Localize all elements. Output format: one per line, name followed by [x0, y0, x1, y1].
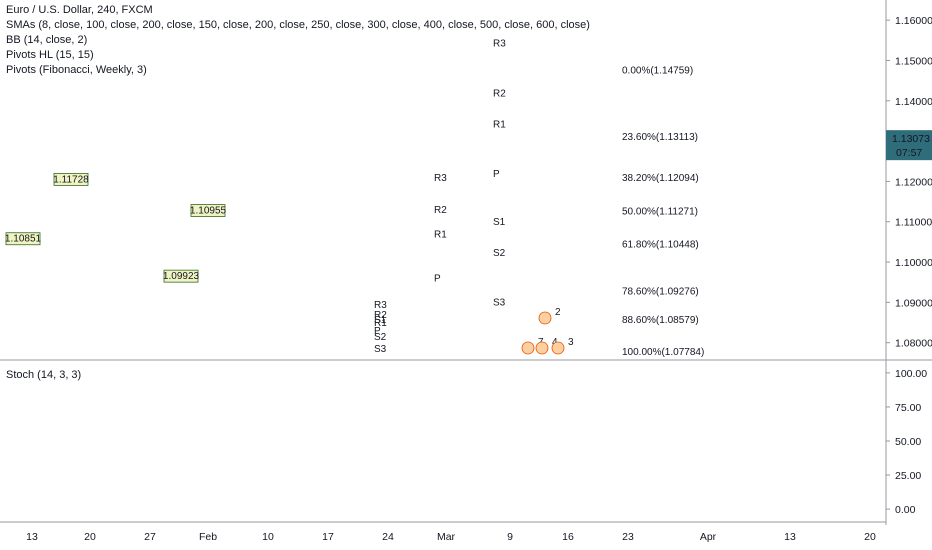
- pivot-hl-label: 1.09923: [163, 271, 200, 282]
- current-price-label: 1.13073: [892, 133, 930, 145]
- candle-countdown-label: 07:57: [896, 147, 922, 159]
- bb-indicator-label[interactable]: BB (14, close, 2): [6, 33, 590, 48]
- event-marker-icon: [522, 342, 534, 354]
- pivot-hl-label: 1.10955: [190, 206, 227, 217]
- pivot-level-label: P: [493, 169, 500, 180]
- pivot-level-label: P: [434, 274, 441, 285]
- price-axis-label: 1.15000: [895, 55, 932, 67]
- stoch-axis-label: 100.00: [895, 368, 927, 380]
- chart-legend: Euro / U.S. Dollar, 240, FXCM SMAs (8, c…: [6, 3, 590, 78]
- pivot-level-label: R3: [434, 173, 447, 184]
- time-axis-label: 16: [562, 531, 574, 543]
- event-marker-count: 2: [555, 307, 561, 318]
- pivot-level-label: R1: [434, 229, 447, 240]
- event-marker-count: 3: [568, 337, 574, 348]
- price-axis-label: 1.14000: [895, 96, 932, 108]
- pivot-level-label: R2: [434, 205, 447, 216]
- time-axis-label: 17: [322, 531, 334, 543]
- fib-level-label: 0.00%(1.14759): [622, 66, 693, 77]
- stoch-axis-label: 25.00: [895, 470, 921, 482]
- pivot-level-label: S3: [374, 344, 387, 355]
- pivot-level-label: S2: [374, 332, 387, 343]
- time-axis-label: 23: [622, 531, 634, 543]
- symbol-title[interactable]: Euro / U.S. Dollar, 240, FXCM: [6, 3, 590, 18]
- fib-level-label: 38.20%(1.12094): [622, 173, 699, 184]
- time-axis-label: Mar: [437, 531, 456, 543]
- time-axis-label: 9: [507, 531, 513, 543]
- time-axis-label: 20: [864, 531, 876, 543]
- stoch-axis-label: 75.00: [895, 402, 921, 414]
- time-axis-label: 13: [26, 531, 38, 543]
- price-axis-label: 1.09000: [895, 297, 932, 309]
- smas-indicator-label[interactable]: SMAs (8, close, 100, close, 200, close, …: [6, 18, 590, 33]
- price-axis-label: 1.11000: [895, 217, 932, 229]
- pivots-fib-indicator-label[interactable]: Pivots (Fibonacci, Weekly, 3): [6, 63, 590, 78]
- time-axis-label: 13: [784, 531, 796, 543]
- event-marker-icon: [536, 342, 548, 354]
- pivot-level-label: S3: [493, 297, 506, 308]
- fib-level-label: 100.00%(1.07784): [622, 347, 704, 358]
- pivot-level-label: S2: [493, 248, 506, 259]
- pivot-level-label: R1: [493, 119, 506, 130]
- time-axis-label: Apr: [700, 531, 717, 543]
- price-axis-label: 1.16000: [895, 15, 932, 27]
- price-axis-label: 1.10000: [895, 257, 932, 269]
- price-axis-label: 1.12000: [895, 176, 932, 188]
- time-axis-label: 27: [144, 531, 156, 543]
- price-axis-label: 1.08000: [895, 338, 932, 350]
- event-marker-icon: [552, 342, 564, 354]
- pivot-level-label: S1: [374, 315, 387, 326]
- pivot-level-label: S1: [493, 217, 506, 228]
- fib-level-label: 88.60%(1.08579): [622, 315, 699, 326]
- fib-level-label: 23.60%(1.13113): [622, 132, 698, 143]
- stoch-axis-label: 50.00: [895, 436, 921, 448]
- pivot-level-label: R2: [493, 89, 506, 100]
- stoch-indicator-label[interactable]: Stoch (14, 3, 3): [6, 369, 81, 381]
- time-axis-label: 10: [262, 531, 274, 543]
- pivots-hl-indicator-label[interactable]: Pivots HL (15, 15): [6, 48, 590, 63]
- stoch-axis-label: 0.00: [895, 504, 916, 516]
- fib-level-label: 61.80%(1.10448): [622, 239, 699, 250]
- time-axis-label: 20: [84, 531, 96, 543]
- time-axis-label: 24: [382, 531, 394, 543]
- fib-level-label: 50.00%(1.11271): [622, 206, 698, 217]
- fib-level-label: 78.60%(1.09276): [622, 287, 699, 298]
- event-marker-icon: [539, 312, 551, 324]
- pivot-hl-label: 1.10851: [5, 234, 42, 245]
- time-axis-label: Feb: [199, 531, 217, 543]
- pivot-hl-label: 1.11728: [53, 174, 89, 185]
